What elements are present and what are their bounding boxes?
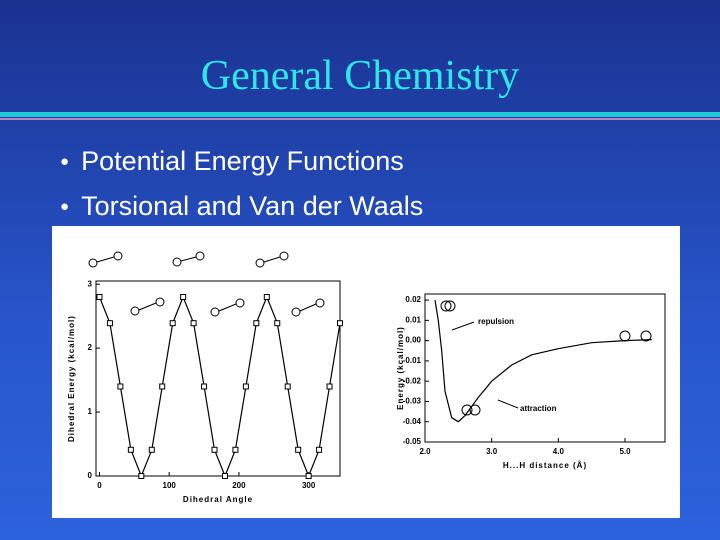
data-point	[242, 383, 249, 390]
data-point	[169, 320, 176, 327]
data-point	[253, 320, 260, 327]
annotation: repulsion	[478, 317, 514, 326]
data-point	[117, 383, 124, 390]
data-point	[221, 473, 228, 479]
slide-title: General Chemistry	[200, 53, 520, 99]
data-point	[106, 320, 113, 327]
data-point	[148, 446, 155, 453]
x-axis-label: H...H distance (Å)	[503, 461, 587, 470]
bullet: Torsional and Van der Waals	[60, 191, 423, 222]
molecule-sketches	[88, 251, 652, 416]
data-point	[326, 383, 333, 390]
x-axis-label: Dihedral Angle	[183, 495, 253, 504]
data-point	[284, 383, 291, 390]
y-tick-label: -0.03	[403, 397, 422, 406]
x-tick-label: 0	[97, 481, 102, 490]
plot-frame	[424, 293, 666, 443]
data-point	[295, 446, 302, 453]
data-point	[96, 293, 103, 300]
annotation: attraction	[520, 404, 557, 413]
title-bar-accent	[0, 118, 720, 120]
x-tick-label: 200	[232, 481, 246, 490]
y-tick-label: -0.02	[403, 376, 422, 385]
data-point	[159, 383, 166, 390]
y-tick-label: -0.05	[403, 437, 422, 446]
plot-frame	[95, 280, 341, 477]
x-tick-label: 4.0	[553, 447, 565, 456]
x-tick-label: 5.0	[619, 447, 631, 456]
data-point	[190, 320, 197, 327]
x-tick-label: 3.0	[486, 447, 498, 456]
data-point	[316, 446, 323, 453]
x-tick-label: 100	[163, 481, 177, 490]
data-point	[180, 293, 187, 300]
figure-panel	[52, 226, 680, 518]
y-tick-label: 3	[88, 279, 93, 288]
data-point	[138, 473, 145, 479]
y-axis-label: Energy (kcal/mol)	[396, 326, 405, 410]
data-point	[127, 446, 134, 453]
y-tick-label: -0.01	[403, 356, 422, 365]
y-tick-label: 2	[88, 343, 93, 352]
x-tick-label: 2.0	[419, 447, 431, 456]
data-point	[274, 320, 281, 327]
x-tick-label: 300	[302, 481, 316, 490]
data-point	[263, 293, 270, 300]
y-tick-label: 0.02	[405, 295, 421, 304]
y-tick-label: 1	[88, 407, 93, 416]
y-tick-label: -0.04	[403, 417, 422, 426]
curve	[98, 295, 341, 478]
curve	[434, 300, 652, 423]
data-point	[337, 320, 343, 327]
data-point	[201, 383, 208, 390]
data-point	[305, 473, 312, 479]
data-point	[211, 446, 218, 453]
bullet: Potential Energy Functions	[60, 146, 404, 177]
y-tick-label: 0.01	[405, 315, 421, 324]
data-point	[232, 446, 239, 453]
y-tick-label: 0.00	[405, 336, 421, 345]
y-axis-label: Dihedral Energy (kcal/mol)	[67, 315, 76, 442]
title-bar	[0, 112, 720, 117]
y-tick-label: 0	[88, 471, 93, 480]
